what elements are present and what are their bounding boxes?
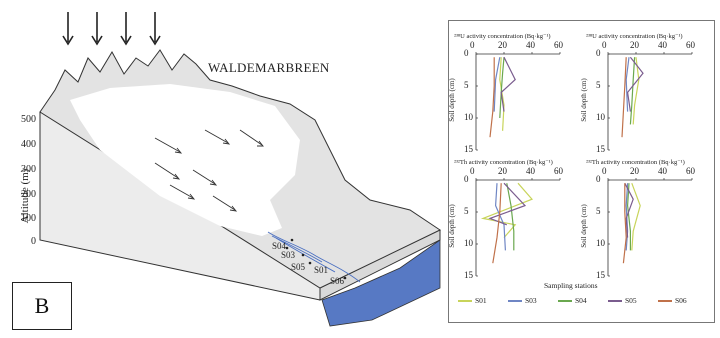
- x-tick-label: 40: [658, 166, 667, 176]
- series-line-s06: [622, 183, 627, 264]
- chart-y-label: Soil depth (cm): [447, 78, 456, 122]
- legend-item: S04: [558, 296, 587, 305]
- x-tick-label: 60: [686, 40, 695, 50]
- series-line-s06: [621, 57, 627, 138]
- y-tick-label: 5: [596, 206, 601, 216]
- series-line-s06: [492, 183, 502, 264]
- x-tick-label: 40: [526, 166, 535, 176]
- legend-label: S04: [575, 296, 587, 305]
- x-tick-label: 40: [526, 40, 535, 50]
- series-line-s03: [625, 57, 630, 112]
- y-tick-label: 0: [464, 48, 469, 58]
- series-line-s01: [631, 182, 641, 251]
- x-tick-label: 60: [554, 40, 563, 50]
- station-label: S03: [281, 250, 296, 260]
- precipitation-arrows: [62, 12, 161, 46]
- chart-title: ²³²Th activity concentration (Bq·kg⁻¹): [586, 159, 685, 166]
- legend-item: S01: [458, 296, 487, 305]
- series-line-s03: [625, 183, 629, 251]
- y-tick-label: 15: [464, 270, 473, 280]
- altitude-tick: 300: [21, 164, 36, 175]
- series-line-s03: [493, 57, 501, 112]
- x-tick-label: 0: [602, 166, 607, 176]
- y-tick-label: 0: [596, 174, 601, 184]
- y-tick-label: 10: [464, 112, 473, 122]
- y-tick-label: 10: [596, 238, 605, 248]
- x-tick-label: 20: [630, 40, 639, 50]
- station-label: S06: [330, 276, 345, 286]
- legend-label: S05: [625, 296, 637, 305]
- series-line-s05: [624, 182, 634, 238]
- x-tick-label: 20: [498, 40, 507, 50]
- legend-swatch: [608, 299, 622, 302]
- chart-y-label: Soil depth (cm): [447, 204, 456, 248]
- altitude-tick: 200: [21, 189, 36, 200]
- x-tick-label: 60: [686, 166, 695, 176]
- series-line-s05: [500, 56, 516, 112]
- ice-flow-arrows: [154, 129, 264, 212]
- x-tick-label: 20: [630, 166, 639, 176]
- x-tick-label: 0: [470, 40, 475, 50]
- legend-item: S03: [508, 296, 537, 305]
- diagram-title: WALDEMARBREEN: [208, 60, 330, 75]
- y-tick-label: 15: [596, 270, 605, 280]
- series-line-s04: [629, 57, 636, 125]
- series-line-s04: [506, 183, 515, 251]
- series-line-s01: [480, 182, 534, 238]
- y-tick-label: 10: [464, 238, 473, 248]
- x-tick-label: 20: [498, 166, 507, 176]
- x-tick-label: 0: [470, 166, 475, 176]
- y-tick-label: 0: [464, 174, 469, 184]
- legend-swatch: [508, 299, 522, 302]
- meltwater-streams: [267, 231, 361, 283]
- station-label: S01: [314, 265, 329, 275]
- y-tick-label: 5: [464, 80, 469, 90]
- altitude-tick: 100: [21, 213, 36, 224]
- x-tick-label: 40: [658, 40, 667, 50]
- x-tick-label: 60: [554, 166, 563, 176]
- station-label: S04: [272, 241, 287, 251]
- altitude-tick: 400: [21, 139, 36, 150]
- legend-swatch: [658, 299, 672, 302]
- altitude-tick: 500: [21, 114, 36, 125]
- chart-title: ²³⁸U activity concentration (Bq·kg⁻¹): [586, 33, 683, 40]
- legend-swatch: [558, 299, 572, 302]
- y-tick-label: 15: [596, 144, 605, 154]
- chart-title: ²³²Th activity concentration (Bq·kg⁻¹): [454, 159, 553, 166]
- legend-title: Sampling stations: [544, 281, 598, 290]
- legend-label: S06: [675, 296, 687, 305]
- altitude-tick: 0: [31, 236, 36, 247]
- y-tick-label: 15: [464, 144, 473, 154]
- chart-y-label: Soil depth (cm): [579, 204, 588, 248]
- series-line-s06: [489, 57, 495, 138]
- y-tick-label: 0: [596, 48, 601, 58]
- chart-y-label: Soil depth (cm): [579, 78, 588, 122]
- station-markers: [285, 238, 347, 280]
- fjord-water: [321, 239, 441, 327]
- legend-label: S03: [525, 296, 537, 305]
- series-line-s04: [626, 183, 632, 251]
- chart-title: ²³⁸U activity concentration (Bq·kg⁻¹): [454, 33, 551, 40]
- series-line-s05: [626, 56, 644, 112]
- y-tick-label: 5: [464, 206, 469, 216]
- legend-item: S05: [608, 296, 637, 305]
- legend-label: S01: [475, 296, 487, 305]
- y-tick-label: 5: [596, 80, 601, 90]
- y-tick-label: 10: [596, 112, 605, 122]
- station-label: S05: [291, 262, 306, 272]
- charts-panel: [448, 20, 715, 323]
- panel-label: B: [12, 282, 72, 330]
- series-line-s04: [499, 57, 505, 119]
- legend-swatch: [458, 299, 472, 302]
- x-tick-label: 0: [602, 40, 607, 50]
- glacier: [70, 84, 300, 236]
- legend-item: S06: [658, 296, 687, 305]
- series-line-s01: [632, 57, 640, 125]
